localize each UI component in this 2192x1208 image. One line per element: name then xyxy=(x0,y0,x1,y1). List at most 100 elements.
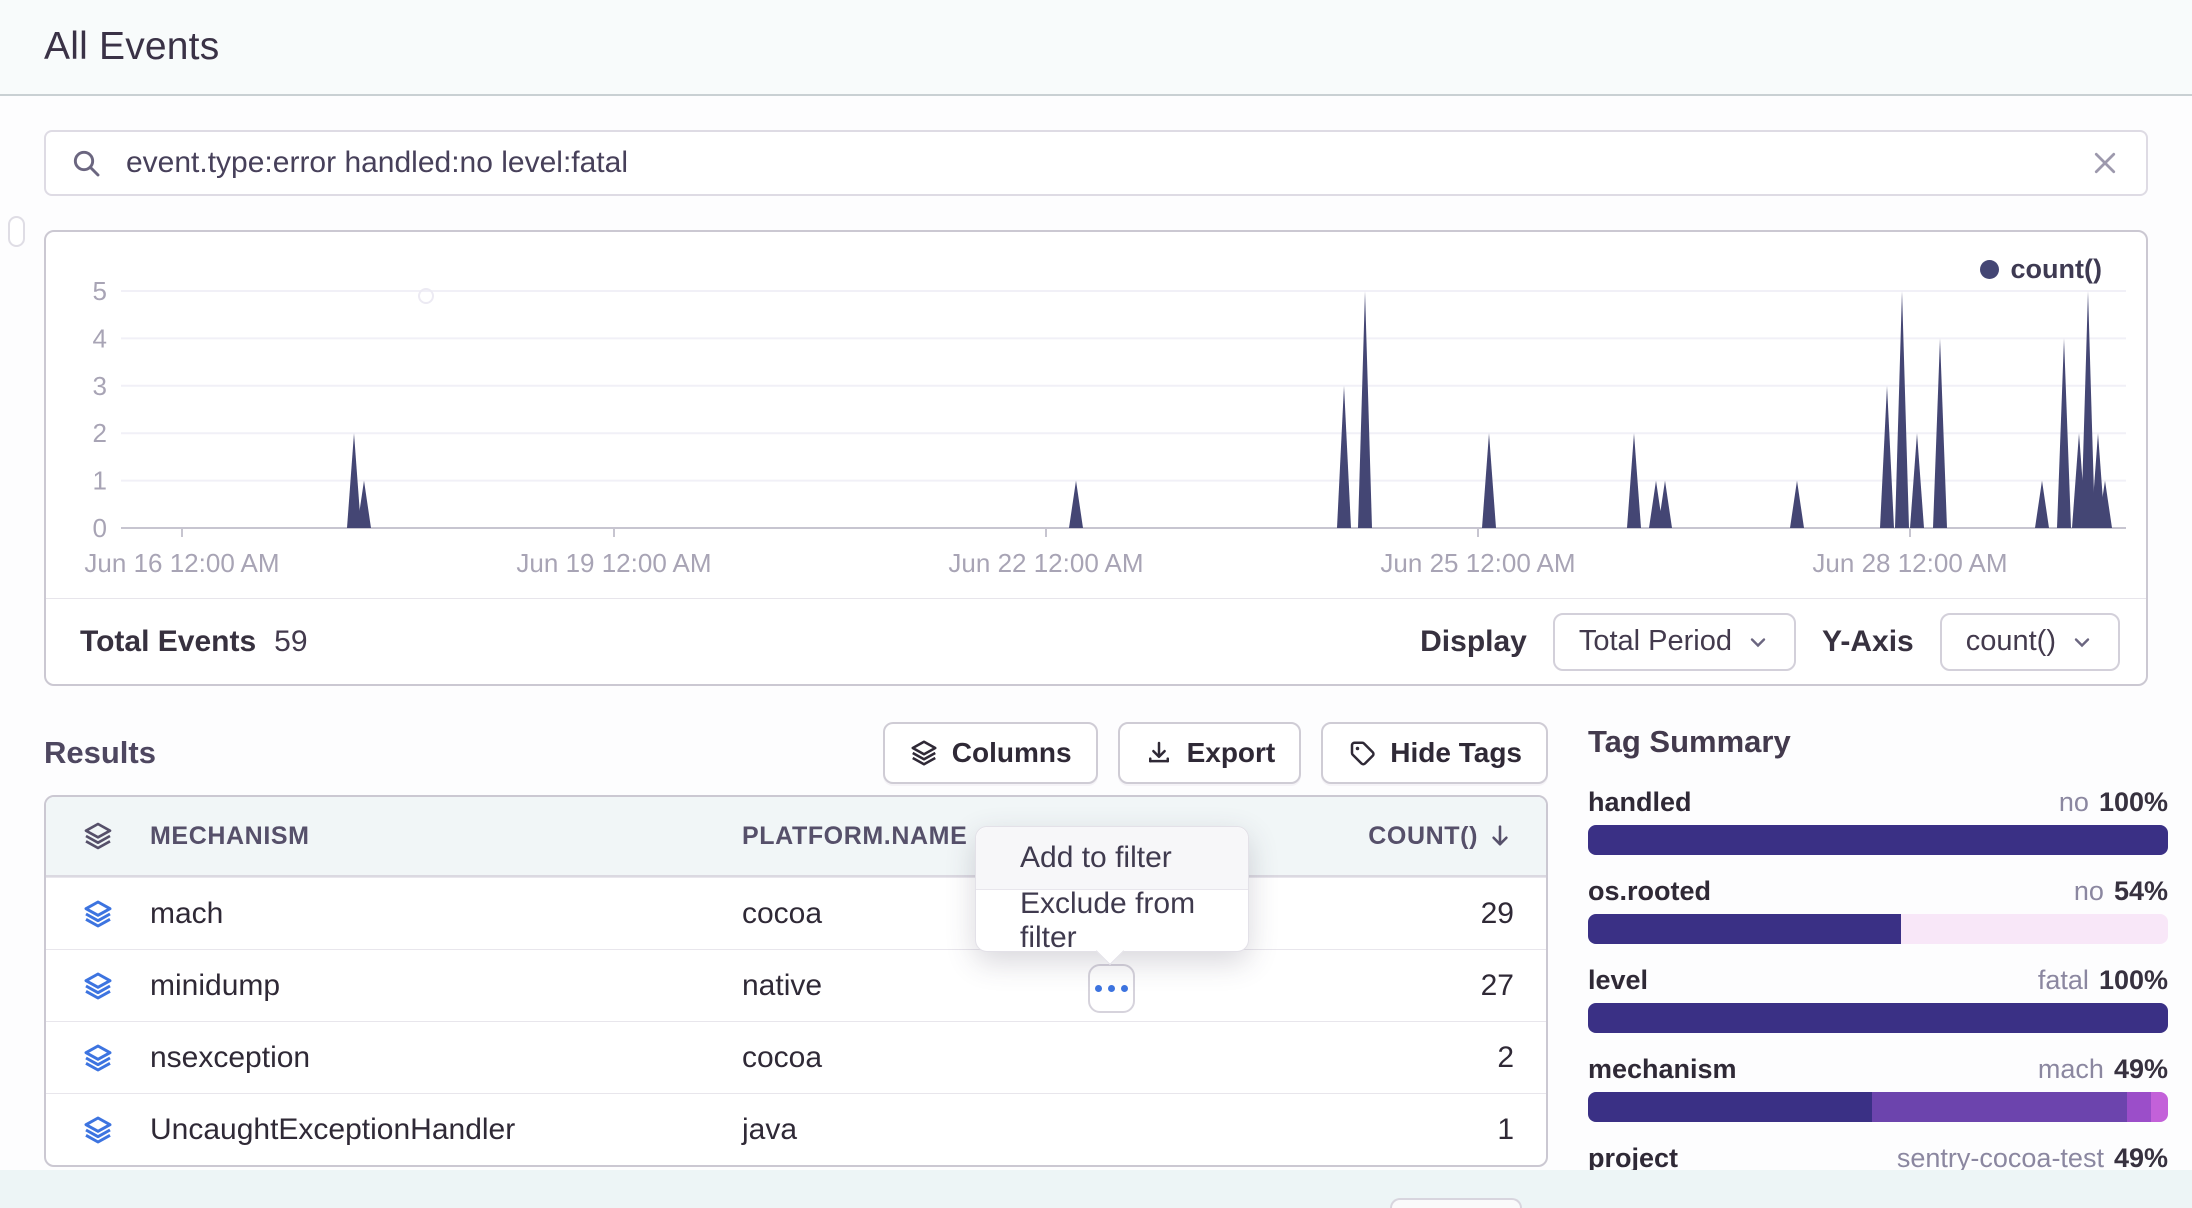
cell-mechanism[interactable]: mach xyxy=(150,897,742,931)
layers-icon xyxy=(82,970,114,1002)
chevron-down-icon xyxy=(2070,630,2094,654)
chart-footer: Total Events 59 Display Total Period Y-A… xyxy=(46,598,2146,684)
legend-label: count() xyxy=(2011,254,2102,285)
tag-summary-title: Tag Summary xyxy=(1588,724,2168,760)
export-button[interactable]: Export xyxy=(1118,722,1302,784)
hide-tags-button[interactable]: Hide Tags xyxy=(1321,722,1548,784)
tag-bar-track xyxy=(1901,914,2168,944)
menu-item-add-to-filter[interactable]: Add to filter xyxy=(976,827,1248,890)
pagination-button-partial[interactable] xyxy=(1390,1198,1522,1208)
results-table: MECHANISM PLATFORM.NAME COUNT() mach coc… xyxy=(44,795,1548,1167)
svg-text:Jun 16 12:00 AM: Jun 16 12:00 AM xyxy=(84,548,279,578)
svg-text:2: 2 xyxy=(93,418,107,448)
tag-percent: 54% xyxy=(2114,876,2168,907)
tag-name: os.rooted xyxy=(1588,876,1711,907)
chevron-down-icon xyxy=(1746,630,1770,654)
layers-icon xyxy=(82,898,114,930)
table-row: UncaughtExceptionHandler java 1 xyxy=(46,1093,1546,1165)
clear-search-button[interactable] xyxy=(2088,146,2122,180)
cell-count[interactable]: 27 xyxy=(1481,969,1546,1003)
table-header-row: MECHANISM PLATFORM.NAME COUNT() xyxy=(46,797,1546,877)
tag-bar[interactable] xyxy=(1588,825,2168,855)
tag-top-value: mach xyxy=(2038,1054,2104,1085)
cell-count[interactable]: 29 xyxy=(1481,897,1546,931)
cell-platform[interactable]: native xyxy=(742,969,1146,1003)
svg-text:Jun 19 12:00 AM: Jun 19 12:00 AM xyxy=(516,548,711,578)
cell-mechanism[interactable]: minidump xyxy=(150,969,742,1003)
tag-bar-segment[interactable] xyxy=(1588,825,2168,855)
search-input[interactable]: event.type:error handled:no level:fatal xyxy=(126,146,2088,180)
page-header: All Events xyxy=(0,0,2192,96)
drag-handle[interactable] xyxy=(8,216,25,247)
tag-bar[interactable] xyxy=(1588,914,2168,944)
cell-count[interactable]: 1 xyxy=(1497,1113,1546,1147)
tag-bar-segment[interactable] xyxy=(2151,1092,2168,1122)
yaxis-label: Y-Axis xyxy=(1822,625,1914,659)
yaxis-select[interactable]: count() xyxy=(1940,613,2120,671)
legend-dot-icon xyxy=(1980,260,1999,279)
cell-mechanism[interactable]: UncaughtExceptionHandler xyxy=(150,1113,742,1147)
column-header-count[interactable]: COUNT() xyxy=(1368,822,1546,851)
tag-top-value: no xyxy=(2059,787,2089,818)
tag-bar-segment[interactable] xyxy=(2127,1092,2150,1122)
svg-text:Jun 25 12:00 AM: Jun 25 12:00 AM xyxy=(1380,548,1575,578)
events-chart-panel: count() 0 1 2 3 4 5 Jun 16 12:00 AM Jun 19 12:0… xyxy=(44,230,2148,686)
sort-desc-icon xyxy=(1486,822,1514,850)
tag-entry: handled no 100% xyxy=(1588,787,2168,855)
cell-platform[interactable]: cocoa xyxy=(742,1041,1146,1075)
page-title: All Events xyxy=(44,25,219,69)
svg-text:5: 5 xyxy=(93,276,107,306)
tag-name: handled xyxy=(1588,787,1692,818)
close-icon xyxy=(2090,148,2120,178)
page-bottom-strip xyxy=(0,1170,2192,1208)
cell-count[interactable]: 2 xyxy=(1497,1041,1546,1075)
display-label: Display xyxy=(1420,625,1527,659)
svg-text:0: 0 xyxy=(93,513,107,543)
screen: All Events event.type:error handled:no l… xyxy=(0,0,2192,1208)
cell-platform[interactable]: java xyxy=(742,1113,1146,1147)
tag-percent: 100% xyxy=(2099,787,2168,818)
total-events-value: 59 xyxy=(274,625,307,659)
cell-actions-menu: Add to filter Exclude from filter xyxy=(975,826,1249,952)
tag-bar[interactable] xyxy=(1588,1003,2168,1033)
svg-text:1: 1 xyxy=(93,466,107,496)
ellipsis-icon xyxy=(1095,985,1102,992)
display-select[interactable]: Total Period xyxy=(1553,613,1796,671)
chart-legend[interactable]: count() xyxy=(1980,254,2102,285)
tag-name: level xyxy=(1588,965,1648,996)
tag-top-value: fatal xyxy=(2038,965,2089,996)
table-row: nsexception cocoa 2 xyxy=(46,1021,1546,1093)
download-icon xyxy=(1144,738,1174,768)
tag-bar[interactable] xyxy=(1588,1092,2168,1122)
svg-text:4: 4 xyxy=(93,323,107,353)
tag-bar-segment[interactable] xyxy=(1588,1092,1872,1122)
svg-text:Jun 22 12:00 AM: Jun 22 12:00 AM xyxy=(948,548,1143,578)
chart-canvas[interactable]: 0 1 2 3 4 5 Jun 16 12:00 AM Jun 19 12:00 AM Jun … xyxy=(46,232,2146,600)
cell-actions-button[interactable] xyxy=(1088,964,1135,1013)
search-bar[interactable]: event.type:error handled:no level:fatal xyxy=(44,130,2148,196)
tag-icon xyxy=(1347,738,1377,768)
column-header-mechanism[interactable]: MECHANISM xyxy=(150,822,742,851)
tag-bar-segment[interactable] xyxy=(1588,914,1901,944)
results-title: Results xyxy=(44,735,156,771)
tag-bar-segment[interactable] xyxy=(1588,1003,2168,1033)
columns-button[interactable]: Columns xyxy=(883,722,1098,784)
layers-icon xyxy=(82,820,114,852)
tag-entry: mechanism mach49% xyxy=(1588,1054,2168,1122)
tag-entry: level fatal 100% xyxy=(1588,965,2168,1033)
svg-text:3: 3 xyxy=(93,371,107,401)
cell-mechanism[interactable]: nsexception xyxy=(150,1041,742,1075)
layers-icon xyxy=(909,738,939,768)
tag-summary: Tag Summary handled no 100% os.rooted no 5… xyxy=(1588,724,2168,1208)
table-row: minidump native 27 xyxy=(46,949,1546,1021)
tag-entry: os.rooted no 54% xyxy=(1588,876,2168,944)
tag-percent: 100% xyxy=(2099,965,2168,996)
tag-top-value: no xyxy=(2074,876,2104,907)
search-icon xyxy=(70,147,102,179)
table-row: mach cocoa 29 xyxy=(46,877,1546,949)
tag-bar-segment[interactable] xyxy=(1872,1092,2127,1122)
layers-icon xyxy=(82,1114,114,1146)
tag-name: mechanism xyxy=(1588,1054,1737,1085)
svg-text:Jun 28 12:00 AM: Jun 28 12:00 AM xyxy=(1812,548,2007,578)
layers-icon xyxy=(82,1042,114,1074)
